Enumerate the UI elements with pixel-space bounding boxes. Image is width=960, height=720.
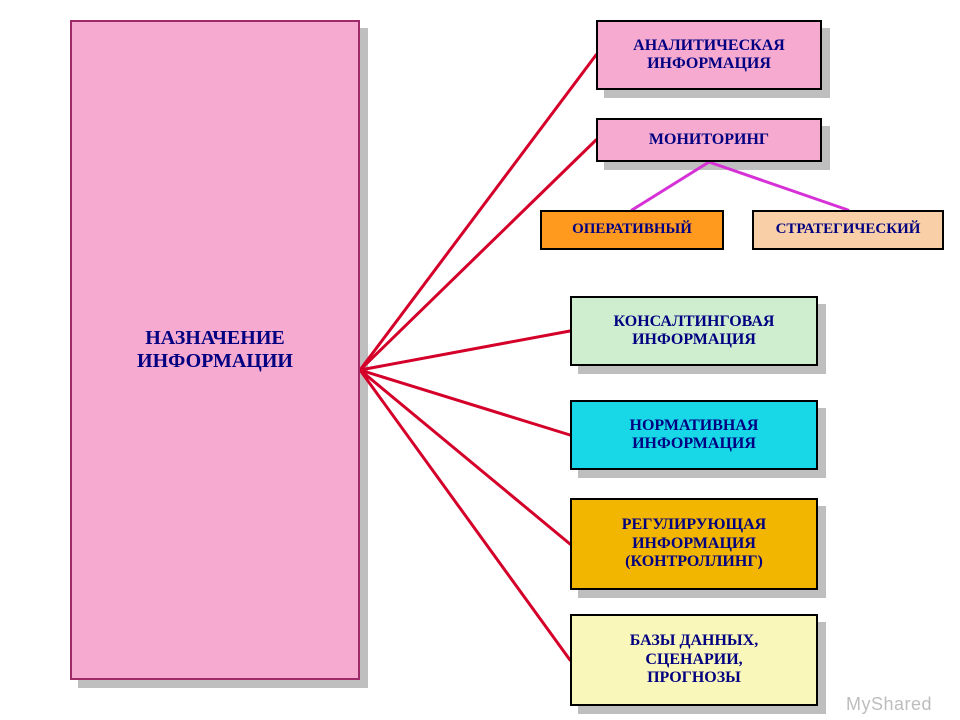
node-regulating: РЕГУЛИРУЮЩАЯ ИНФОРМАЦИЯ (КОНТРОЛЛИНГ) [570,498,818,590]
node-operative: ОПЕРАТИВНЫЙ [540,210,724,250]
node-analytical: АНАЛИТИЧЕСКАЯ ИНФОРМАЦИЯ [596,20,822,90]
hub-box: НАЗНАЧЕНИЕ ИНФОРМАЦИИ [70,20,360,680]
node-consulting: КОНСАЛТИНГОВАЯ ИНФОРМАЦИЯ [570,296,818,366]
node-monitoring: МОНИТОРИНГ [596,118,822,162]
node-strategic: СТРАТЕГИЧЕСКИЙ [752,210,944,250]
node-normative: НОРМАТИВНАЯ ИНФОРМАЦИЯ [570,400,818,470]
node-databases: БАЗЫ ДАННЫХ, СЦЕНАРИИ, ПРОГНОЗЫ [570,614,818,706]
watermark: MyShared [846,694,932,715]
diagram-canvas: { "canvas": { "width": 960, "height": 72… [0,0,960,720]
